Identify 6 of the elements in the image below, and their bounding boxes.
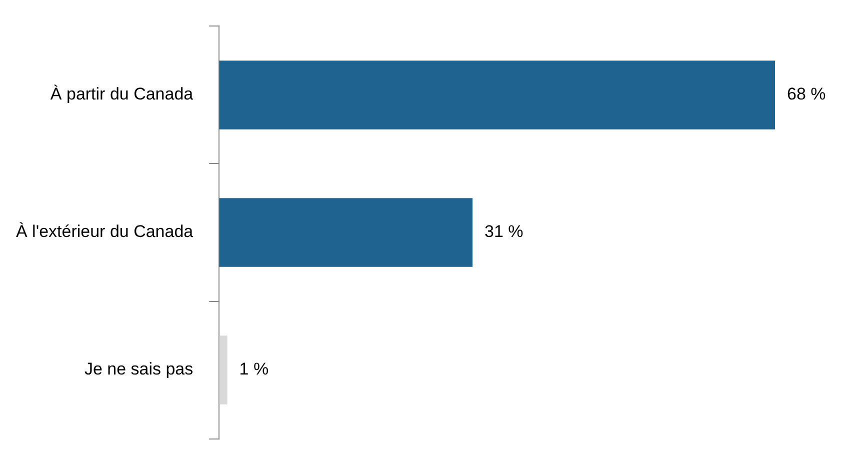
y-tick-label: À partir du Canada xyxy=(50,84,194,104)
y-tick-label: Je ne sais pas xyxy=(84,360,194,379)
y-tick-label: À l'extérieur du Canada xyxy=(16,222,194,242)
data-label: 31 % xyxy=(484,222,524,242)
data-label: 1 % xyxy=(239,360,269,379)
data-label: 68 % xyxy=(787,84,826,104)
